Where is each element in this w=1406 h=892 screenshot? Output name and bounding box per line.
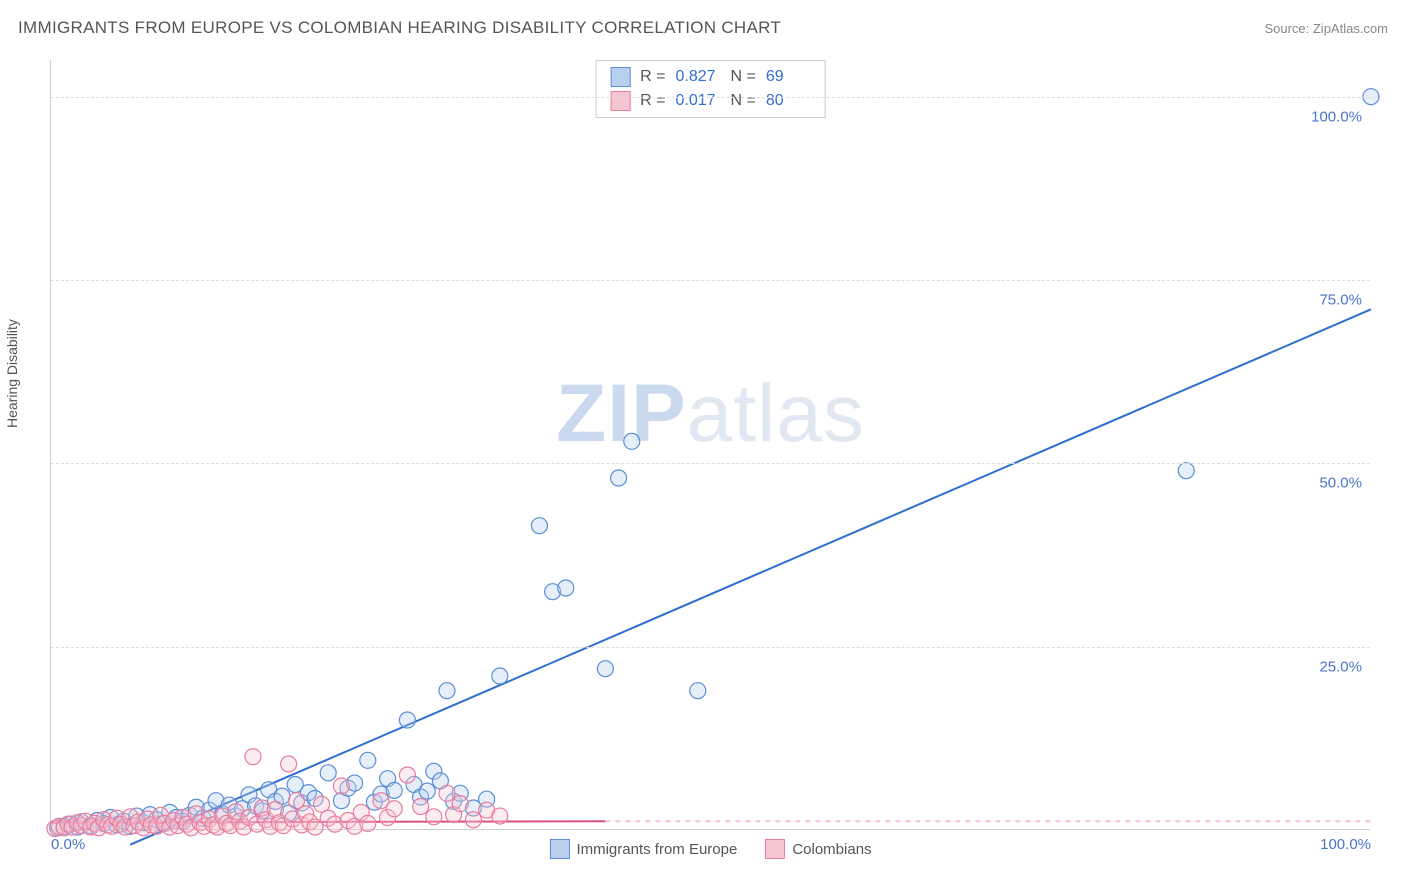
stat-n-label: N = xyxy=(731,68,756,86)
data-point xyxy=(360,815,376,831)
stat-n-value: 80 xyxy=(766,92,811,110)
y-tick-label: 75.0% xyxy=(1319,292,1362,309)
correlation-stat-box: R = 0.827 N = 69 R = 0.017 N = 80 xyxy=(595,60,826,118)
data-point xyxy=(492,668,508,684)
y-axis-label: Hearing Disability xyxy=(4,319,20,428)
x-tick-label: 0.0% xyxy=(51,836,85,853)
data-point xyxy=(611,470,627,486)
data-point xyxy=(531,518,547,534)
stat-n-value: 69 xyxy=(766,68,811,86)
data-point xyxy=(439,785,455,801)
gridline xyxy=(51,647,1370,648)
data-point xyxy=(333,778,349,794)
legend-item: Colombians xyxy=(765,839,871,859)
trend-line xyxy=(130,309,1371,844)
gridline xyxy=(51,280,1370,281)
series-legend: Immigrants from Europe Colombians xyxy=(549,839,871,859)
stat-n-label: N = xyxy=(731,92,756,110)
series-swatch xyxy=(610,67,630,87)
data-point xyxy=(399,712,415,728)
series-swatch xyxy=(610,91,630,111)
data-point xyxy=(1178,463,1194,479)
source-prefix: Source: xyxy=(1264,21,1312,36)
data-point xyxy=(690,683,706,699)
legend-swatch xyxy=(549,839,569,859)
stat-row: R = 0.017 N = 80 xyxy=(610,89,811,113)
y-tick-label: 100.0% xyxy=(1311,108,1362,125)
data-point xyxy=(452,796,468,812)
stat-r-label: R = xyxy=(640,68,665,86)
stat-r-value: 0.827 xyxy=(676,68,721,86)
data-point xyxy=(439,683,455,699)
data-point xyxy=(245,749,261,765)
data-point xyxy=(597,661,613,677)
legend-swatch xyxy=(765,839,785,859)
legend-label: Colombians xyxy=(792,841,871,858)
data-point xyxy=(386,782,402,798)
stat-r-label: R = xyxy=(640,92,665,110)
data-point xyxy=(419,783,435,799)
source-name: ZipAtlas.com xyxy=(1313,21,1388,36)
data-point xyxy=(492,808,508,824)
y-tick-label: 25.0% xyxy=(1319,658,1362,675)
legend-item: Immigrants from Europe xyxy=(549,839,737,859)
legend-label: Immigrants from Europe xyxy=(576,841,737,858)
data-point xyxy=(558,580,574,596)
data-point xyxy=(413,799,429,815)
data-point xyxy=(426,809,442,825)
data-point xyxy=(399,767,415,783)
x-tick-label: 100.0% xyxy=(1320,836,1371,853)
stat-r-value: 0.017 xyxy=(676,92,721,110)
data-point xyxy=(360,752,376,768)
stat-row: R = 0.827 N = 69 xyxy=(610,65,811,89)
scatter-svg xyxy=(51,60,1371,830)
gridline xyxy=(51,463,1370,464)
chart-title: IMMIGRANTS FROM EUROPE VS COLOMBIAN HEAR… xyxy=(18,18,781,38)
gridline xyxy=(51,97,1370,98)
data-point xyxy=(320,765,336,781)
chart-plot-area: ZIPatlas R =0.827N =69R =0.017N =80 Immi… xyxy=(50,60,1370,830)
data-point xyxy=(624,433,640,449)
data-point xyxy=(386,801,402,817)
source-attribution: Source: ZipAtlas.com xyxy=(1264,21,1388,36)
chart-header: IMMIGRANTS FROM EUROPE VS COLOMBIAN HEAR… xyxy=(18,18,1388,38)
y-tick-label: 50.0% xyxy=(1319,475,1362,492)
data-point xyxy=(281,756,297,772)
